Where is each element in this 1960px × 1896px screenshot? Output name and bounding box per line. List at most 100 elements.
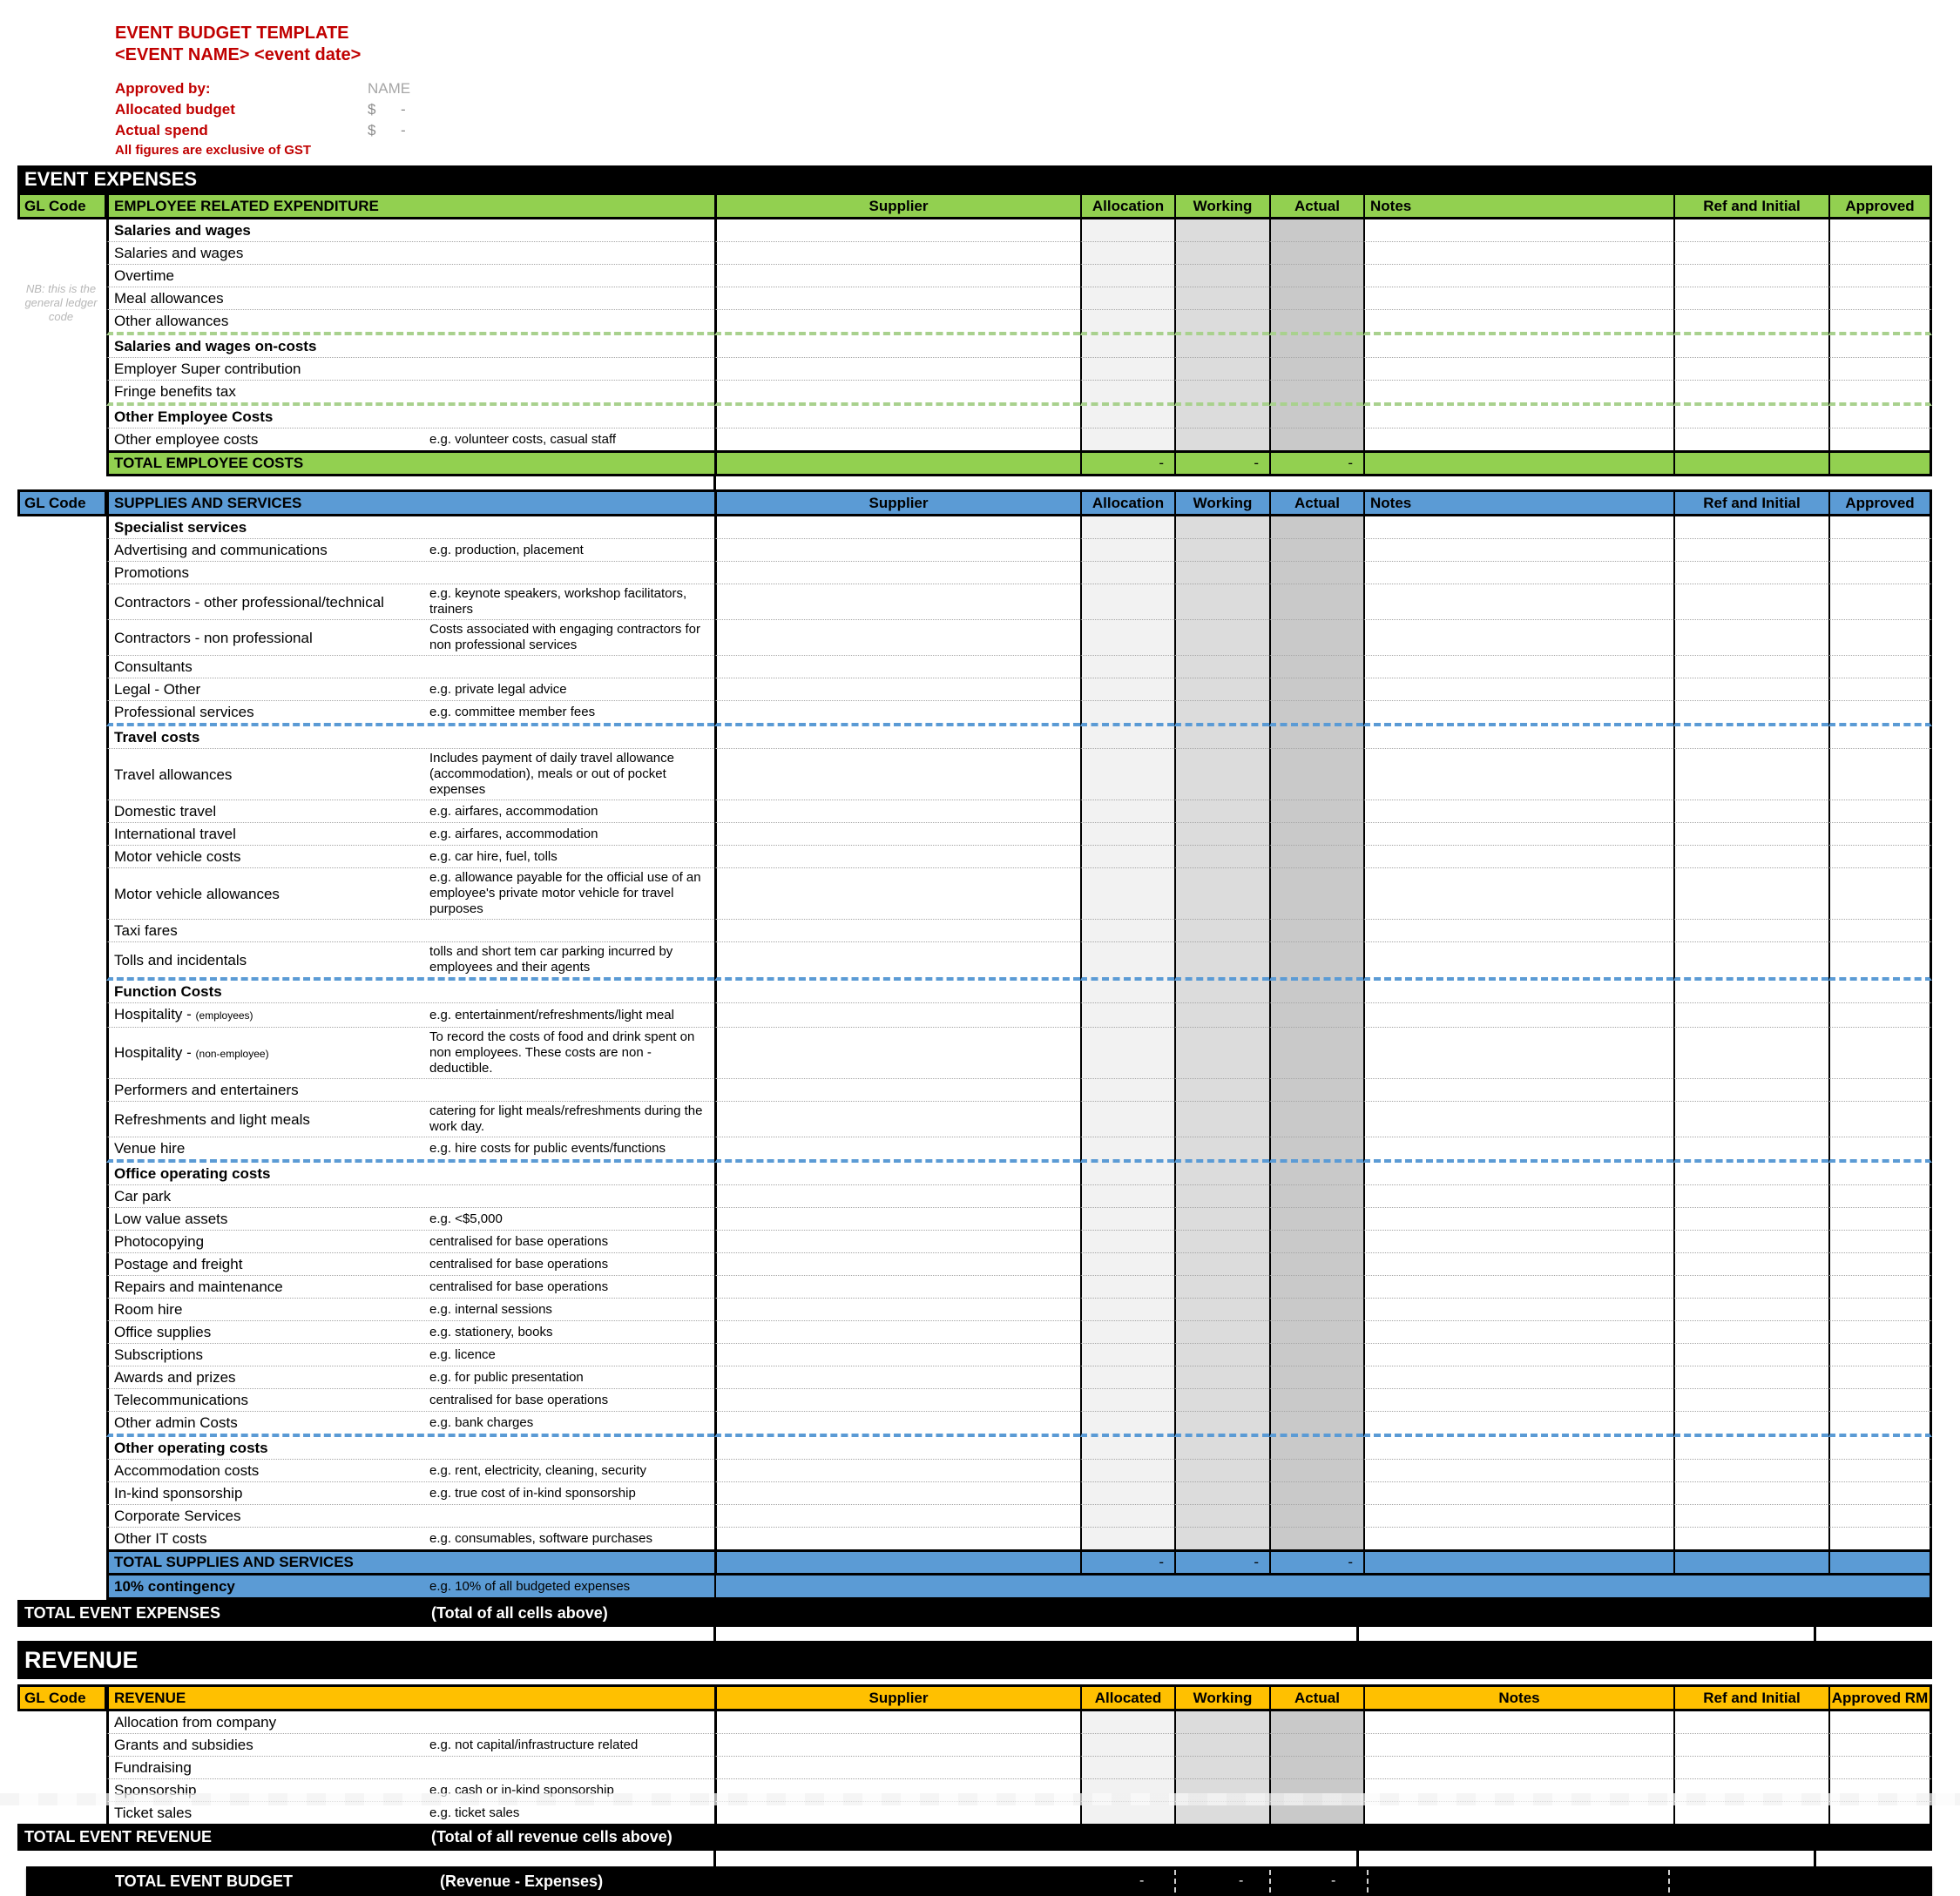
cell-allocation[interactable] — [1080, 428, 1174, 450]
cell-ref-and-initial[interactable] — [1673, 287, 1828, 310]
cell-allocation[interactable] — [1080, 868, 1174, 920]
cell-supplier[interactable] — [714, 265, 1080, 287]
cell-gl-code[interactable] — [17, 584, 106, 620]
cell-working[interactable] — [1174, 287, 1269, 310]
cell-actual[interactable] — [1269, 562, 1363, 584]
cell-supplier[interactable] — [714, 584, 1080, 620]
cell-actual[interactable] — [1269, 823, 1363, 846]
cell-ref-and-initial[interactable] — [1673, 620, 1828, 656]
cell-notes[interactable] — [1363, 1253, 1673, 1276]
cell-actual[interactable] — [1269, 1734, 1363, 1757]
cell-allocation[interactable] — [1080, 1711, 1174, 1734]
cell-working[interactable] — [1174, 1276, 1269, 1299]
cell-approved[interactable] — [1828, 800, 1932, 823]
cell-supplier[interactable] — [714, 1137, 1080, 1163]
cell-supplier[interactable] — [714, 1412, 1080, 1437]
cell-notes[interactable] — [1363, 701, 1673, 726]
cell-gl-code[interactable] — [17, 726, 106, 749]
cell-notes[interactable] — [1363, 242, 1673, 265]
cell-approved[interactable] — [1828, 981, 1932, 1003]
cell-supplier[interactable] — [714, 539, 1080, 562]
cell-actual[interactable] — [1269, 358, 1363, 381]
cell-working[interactable] — [1174, 1734, 1269, 1757]
cell-approved[interactable] — [1828, 562, 1932, 584]
cell-allocation[interactable] — [1080, 358, 1174, 381]
cell-allocation[interactable] — [1080, 1079, 1174, 1102]
cell-allocation[interactable] — [1080, 981, 1174, 1003]
cell-ref-and-initial[interactable] — [1673, 1208, 1828, 1231]
cell-allocation[interactable] — [1080, 1028, 1174, 1079]
cell-approved[interactable] — [1828, 620, 1932, 656]
cell-supplier[interactable] — [714, 428, 1080, 450]
cell-ref-and-initial[interactable] — [1673, 358, 1828, 381]
cell-working[interactable] — [1174, 406, 1269, 428]
cell-ref-and-initial[interactable] — [1673, 335, 1828, 358]
cell-allocation[interactable] — [1080, 406, 1174, 428]
cell-approved[interactable] — [1828, 868, 1932, 920]
cell-approved[interactable] — [1828, 287, 1932, 310]
cell-working[interactable] — [1174, 335, 1269, 358]
cell-supplier[interactable] — [714, 1460, 1080, 1482]
cell-approved[interactable] — [1828, 406, 1932, 428]
cell-ref-and-initial[interactable] — [1673, 749, 1828, 800]
cell-actual[interactable] — [1269, 1389, 1363, 1412]
cell-actual[interactable] — [1269, 1437, 1363, 1460]
cell-supplier[interactable] — [714, 310, 1080, 335]
cell-gl-code[interactable] — [17, 1321, 106, 1344]
cell-approved[interactable] — [1828, 219, 1932, 242]
cell-ref-and-initial[interactable] — [1673, 1366, 1828, 1389]
cell-actual[interactable] — [1269, 335, 1363, 358]
cell-notes[interactable] — [1363, 1163, 1673, 1185]
cell-gl-code[interactable] — [17, 981, 106, 1003]
cell-gl-code[interactable] — [17, 335, 106, 358]
cell-allocation[interactable] — [1080, 1528, 1174, 1549]
cell-allocation[interactable] — [1080, 1482, 1174, 1505]
cell-notes[interactable] — [1363, 1528, 1673, 1549]
cell-approved[interactable] — [1828, 381, 1932, 406]
cell-gl-code[interactable] — [17, 868, 106, 920]
cell-approved[interactable] — [1828, 1102, 1932, 1137]
cell-ref-and-initial[interactable] — [1673, 1505, 1828, 1528]
cell-notes[interactable] — [1363, 1003, 1673, 1028]
cell-allocation[interactable] — [1080, 265, 1174, 287]
cell-notes[interactable] — [1363, 1276, 1673, 1299]
cell-notes[interactable] — [1363, 726, 1673, 749]
cell-actual[interactable] — [1269, 1460, 1363, 1482]
cell-working[interactable] — [1174, 539, 1269, 562]
cell-gl-code[interactable] — [17, 678, 106, 701]
cell-approved[interactable] — [1828, 1079, 1932, 1102]
cell-allocation[interactable] — [1080, 1505, 1174, 1528]
cell-actual[interactable] — [1269, 516, 1363, 539]
cell-ref-and-initial[interactable] — [1673, 1734, 1828, 1757]
cell-actual[interactable] — [1269, 242, 1363, 265]
cell-actual[interactable] — [1269, 1185, 1363, 1208]
cell-approved[interactable] — [1828, 942, 1932, 981]
cell-notes[interactable] — [1363, 1505, 1673, 1528]
cell-approved[interactable] — [1828, 701, 1932, 726]
cell-gl-code[interactable] — [17, 800, 106, 823]
cell-approved[interactable] — [1828, 1163, 1932, 1185]
cell-gl-code[interactable] — [17, 1482, 106, 1505]
cell-notes[interactable] — [1363, 1482, 1673, 1505]
cell-notes[interactable] — [1363, 1412, 1673, 1437]
cell-ref-and-initial[interactable] — [1673, 701, 1828, 726]
cell-actual[interactable] — [1269, 265, 1363, 287]
cell-supplier[interactable] — [714, 678, 1080, 701]
cell-working[interactable] — [1174, 1460, 1269, 1482]
cell-approved[interactable] — [1828, 242, 1932, 265]
cell-ref-and-initial[interactable] — [1673, 1276, 1828, 1299]
cell-gl-code[interactable] — [17, 381, 106, 406]
cell-gl-code[interactable] — [17, 1344, 106, 1366]
cell-approved[interactable] — [1828, 310, 1932, 335]
cell-working[interactable] — [1174, 942, 1269, 981]
cell-working[interactable] — [1174, 1366, 1269, 1389]
cell-ref-and-initial[interactable] — [1673, 1079, 1828, 1102]
cell-supplier[interactable] — [714, 242, 1080, 265]
cell-approved[interactable] — [1828, 1185, 1932, 1208]
cell-allocation[interactable] — [1080, 310, 1174, 335]
cell-working[interactable] — [1174, 1185, 1269, 1208]
cell-working[interactable] — [1174, 1321, 1269, 1344]
cell-actual[interactable] — [1269, 726, 1363, 749]
cell-approved[interactable] — [1828, 516, 1932, 539]
cell-gl-code[interactable] — [17, 1528, 106, 1549]
